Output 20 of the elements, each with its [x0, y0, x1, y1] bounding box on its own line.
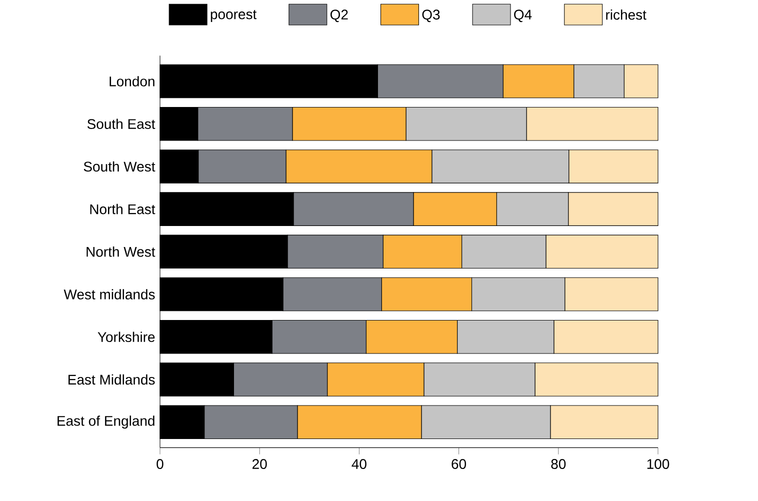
x-tick-label: 20 [252, 459, 267, 469]
y-tick-label: East Midlands [68, 374, 155, 385]
y-tick-label: Yorkshire [98, 332, 155, 342]
x-tick-label: 40 [352, 459, 366, 469]
y-tick-label: London [110, 76, 154, 86]
x-tick-label: 100 [647, 459, 670, 469]
legend-label: Q2 [330, 10, 348, 22]
x-tick-label: 80 [551, 459, 566, 469]
y-tick-label: West midlands [64, 289, 155, 300]
y-tick-label: South West [84, 161, 156, 172]
legend-label: poorest [210, 10, 257, 22]
legend-label: richest [606, 9, 646, 20]
y-tick-label: North West [86, 246, 156, 257]
y-tick-label: South East [87, 118, 156, 129]
legend-label: Q3 [422, 10, 440, 22]
y-tick-label: North East [90, 204, 156, 214]
y-tick-label: East of England [58, 416, 154, 429]
x-tick-label: 60 [452, 459, 466, 469]
x-tick-label: 0 [156, 459, 164, 469]
legend-label: Q4 [514, 10, 532, 22]
